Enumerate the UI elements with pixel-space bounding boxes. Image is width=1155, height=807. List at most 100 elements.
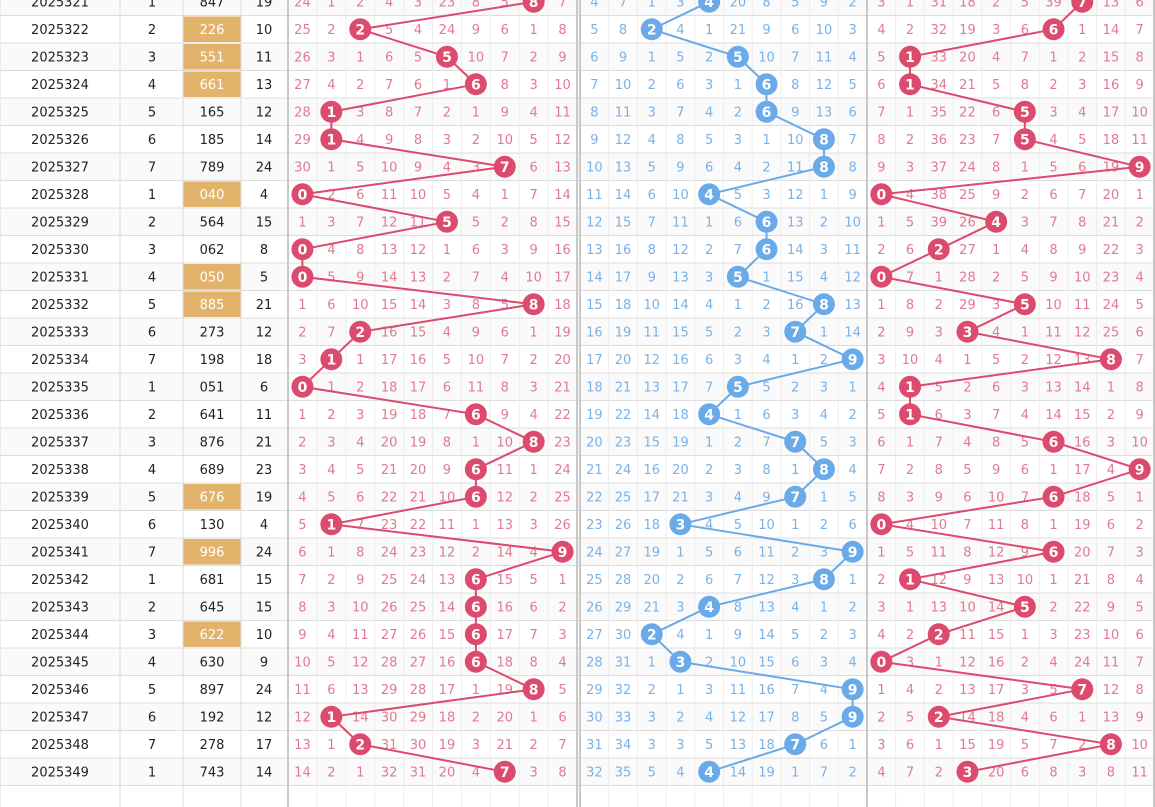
miss-count-cell: 5 — [762, 380, 770, 395]
miss-count-cell: 20 — [615, 353, 632, 368]
miss-count-cell: 5 — [1136, 298, 1144, 313]
miss-count-cell: 4 — [530, 545, 538, 560]
miss-count-cell: 39 — [1045, 0, 1062, 10]
miss-count-cell: 3 — [676, 600, 684, 615]
miss-count-cell: 2 — [992, 270, 1000, 285]
miss-count-cell: 3 — [820, 655, 828, 670]
miss-count-cell: 6 — [906, 738, 914, 753]
miss-count-cell: 4 — [992, 50, 1000, 65]
miss-count-cell: 8 — [791, 78, 799, 93]
miss-count-cell: 30 — [410, 738, 427, 753]
miss-count-cell: 9 — [676, 160, 684, 175]
miss-count-cell: 5 — [1107, 490, 1115, 505]
seq-cell: 4 — [148, 463, 156, 478]
miss-count-cell: 1 — [530, 463, 538, 478]
number-cell: 876 — [200, 435, 225, 450]
miss-count-cell: 4 — [327, 78, 335, 93]
miss-count-cell: 4 — [1021, 243, 1029, 258]
hit-digit-label: 7 — [500, 765, 510, 781]
miss-count-cell: 10 — [758, 518, 775, 533]
miss-count-cell: 1 — [906, 105, 914, 120]
miss-count-cell: 16 — [787, 298, 804, 313]
hit-digit-marker — [640, 623, 663, 646]
issue-cell: 2025324 — [31, 78, 89, 93]
miss-count-cell: 29 — [294, 133, 311, 148]
miss-count-cell: 12 — [586, 215, 603, 230]
miss-count-cell: 9 — [762, 490, 770, 505]
miss-count-cell: 38 — [930, 188, 947, 203]
miss-count-cell: 22 — [410, 518, 427, 533]
miss-count-cell: 2 — [906, 133, 914, 148]
hit-digit-marker — [522, 678, 545, 701]
hit-digit-label: 7 — [790, 737, 800, 753]
miss-count-cell: 24 — [381, 545, 398, 560]
miss-count-cell: 6 — [877, 435, 885, 450]
miss-count-cell: 28 — [959, 270, 976, 285]
miss-count-cell: 1 — [356, 50, 364, 65]
miss-count-cell: 14 — [1045, 408, 1062, 423]
sum-cell: 17 — [256, 738, 273, 753]
miss-count-cell: 16 — [672, 353, 689, 368]
miss-count-cell: 1 — [676, 545, 684, 560]
miss-count-cell: 6 — [992, 105, 1000, 120]
miss-count-cell: 34 — [930, 78, 947, 93]
hit-digit-marker — [349, 320, 372, 343]
issue-cell: 2025326 — [31, 133, 89, 148]
miss-count-cell: 1 — [820, 490, 828, 505]
hit-digit-label: 6 — [471, 77, 481, 93]
miss-count-cell: 7 — [992, 133, 1000, 148]
seq-cell: 2 — [148, 215, 156, 230]
hit-digit-marker — [784, 733, 807, 756]
miss-count-cell: 16 — [1074, 435, 1091, 450]
miss-count-cell: 7 — [619, 0, 627, 10]
issue-cell: 2025334 — [31, 353, 89, 368]
hit-digit-label: 9 — [558, 545, 568, 561]
miss-count-cell: 10 — [352, 298, 369, 313]
miss-count-cell: 4 — [820, 408, 828, 423]
miss-count-cell: 28 — [294, 105, 311, 120]
miss-count-cell: 11 — [787, 160, 804, 175]
miss-count-cell: 7 — [877, 105, 885, 120]
hit-digit-label: 0 — [298, 380, 308, 396]
miss-count-cell: 22 — [586, 490, 603, 505]
miss-count-cell: 2 — [734, 435, 742, 450]
miss-count-cell: 1 — [906, 435, 914, 450]
hit-digit-label: 5 — [1020, 132, 1030, 148]
miss-count-cell: 10 — [902, 353, 919, 368]
number-cell: 564 — [200, 215, 225, 230]
miss-count-cell: 2 — [762, 160, 770, 175]
miss-count-cell: 16 — [615, 243, 632, 258]
hit-digit-marker — [669, 513, 692, 536]
miss-count-cell: 5 — [414, 50, 422, 65]
miss-count-cell: 25 — [294, 23, 311, 38]
hit-digit-marker — [464, 458, 487, 481]
hit-digit-marker — [698, 183, 721, 206]
miss-count-cell: 6 — [1021, 765, 1029, 780]
miss-count-cell: 16 — [758, 683, 775, 698]
sum-cell: 12 — [256, 105, 273, 120]
number-cell: 661 — [200, 78, 225, 93]
miss-count-cell: 13 — [758, 600, 775, 615]
miss-count-cell: 1 — [327, 160, 335, 175]
miss-count-cell: 1 — [1021, 325, 1029, 340]
hit-digit-marker — [812, 293, 835, 316]
miss-count-cell: 9 — [501, 105, 509, 120]
miss-count-cell: 26 — [554, 518, 571, 533]
miss-count-cell: 23 — [959, 133, 976, 148]
miss-count-cell: 24 — [410, 573, 427, 588]
hit-digit-marker — [1071, 678, 1094, 701]
miss-count-cell: 2 — [472, 710, 480, 725]
miss-count-cell: 14 — [294, 765, 311, 780]
issue-cell: 2025339 — [31, 490, 89, 505]
miss-count-cell: 31 — [586, 738, 603, 753]
seq-cell: 3 — [148, 435, 156, 450]
miss-count-cell: 8 — [849, 160, 857, 175]
miss-count-cell: 7 — [820, 765, 828, 780]
miss-count-cell: 13 — [787, 215, 804, 230]
hit-digit-marker — [1042, 485, 1065, 508]
number-cell: 062 — [200, 243, 225, 258]
miss-count-cell: 23 — [1074, 628, 1091, 643]
hit-digit-label: 9 — [848, 352, 858, 368]
number-cell: 226 — [200, 23, 225, 38]
miss-count-cell: 20 — [586, 435, 603, 450]
